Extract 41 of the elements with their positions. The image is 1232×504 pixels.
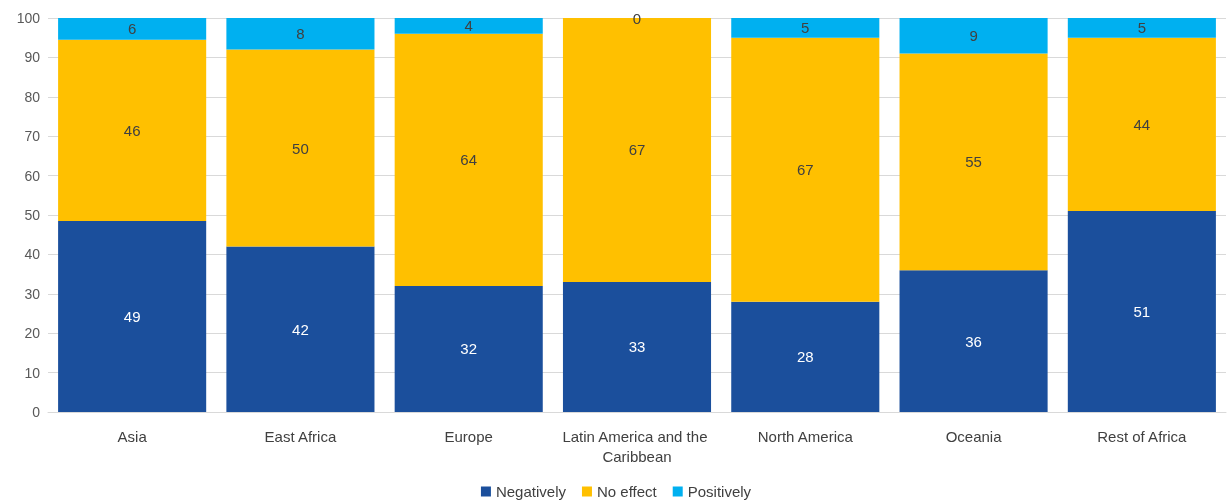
x-tick-label: Asia: [117, 427, 148, 445]
data-label: 5: [801, 19, 810, 37]
y-tick-label: 100: [16, 10, 41, 26]
legend-label: No effect: [596, 483, 658, 500]
legend-label: Positively: [687, 483, 752, 500]
data-label: 67: [796, 161, 814, 179]
data-label: 32: [460, 340, 478, 358]
data-label: 42: [292, 320, 309, 338]
data-label: 8: [296, 25, 305, 43]
data-label: 4: [464, 17, 473, 35]
data-label: 44: [1133, 115, 1151, 133]
data-label: 9: [969, 27, 978, 45]
y-tick-label: 60: [24, 167, 41, 184]
y-tick-label: 90: [24, 49, 41, 66]
y-tick-label: 30: [24, 285, 41, 302]
x-tick-label: Europe: [444, 427, 493, 445]
y-tick-label: 40: [24, 246, 41, 263]
x-tick-label: Oceania: [945, 427, 1003, 445]
y-tick-label: 10: [24, 364, 41, 381]
data-label: 67: [628, 141, 646, 159]
data-label: 49: [123, 307, 141, 325]
data-label: 28: [796, 348, 814, 366]
legend-label: Negatively: [495, 483, 567, 500]
data-label: 55: [965, 153, 982, 171]
y-tick-label: 70: [24, 128, 41, 145]
y-tick-label: 20: [24, 325, 41, 342]
y-tick-label: 80: [24, 88, 41, 105]
data-label: 64: [460, 151, 478, 169]
x-tick-label: North America: [757, 427, 854, 445]
y-tick-label: 50: [24, 207, 41, 223]
y-tick-label: 0: [32, 404, 41, 420]
x-tick-label: East Africa: [264, 427, 337, 445]
data-label: 36: [965, 332, 982, 350]
data-label: 6: [127, 20, 137, 38]
data-label: 51: [1133, 303, 1151, 321]
data-label: 46: [123, 121, 141, 139]
x-tick-label: Latin America and the Caribbean: [562, 427, 712, 465]
data-label: 33: [628, 338, 646, 356]
data-label: 50: [292, 139, 309, 157]
data-label: 5: [1137, 19, 1147, 37]
x-tick-label: Rest of Africa: [1097, 427, 1188, 445]
